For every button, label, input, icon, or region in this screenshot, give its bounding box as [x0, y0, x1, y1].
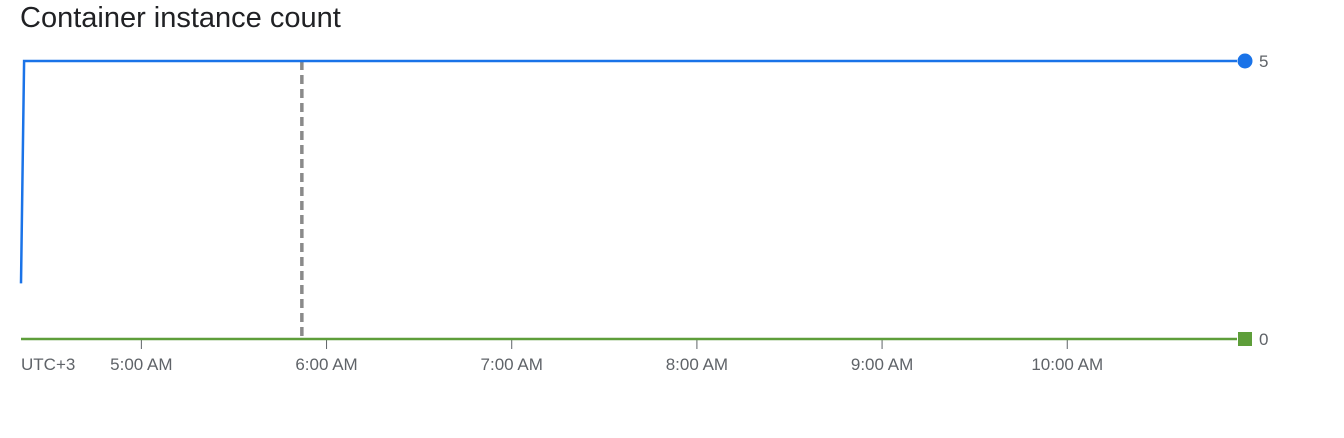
timezone-label: UTC+3: [21, 355, 75, 374]
x-tick-label: 10:00 AM: [1031, 355, 1103, 374]
series-end-marker-0: [1237, 53, 1253, 69]
series-end-label-0: 5: [1259, 52, 1268, 71]
x-tick-label: 7:00 AM: [481, 355, 543, 374]
series-layer: [19, 59, 1237, 341]
x-tick-label: 6:00 AM: [295, 355, 357, 374]
x-tick-label: 5:00 AM: [110, 355, 172, 374]
x-tick-label: 9:00 AM: [851, 355, 913, 374]
series-end-marker-1: [1238, 332, 1252, 346]
series-line-0: [19, 59, 1237, 284]
chart-title: Container instance count: [20, 2, 341, 34]
x-tick-label: 8:00 AM: [666, 355, 728, 374]
x-axis: 5:00 AM 6:00 AM 7:00 AM 8:00 AM 9:00 AM 10:00…: [21, 339, 1103, 374]
series-end-label-1: 0: [1259, 330, 1268, 349]
label-layer: 50: [1237, 52, 1268, 349]
